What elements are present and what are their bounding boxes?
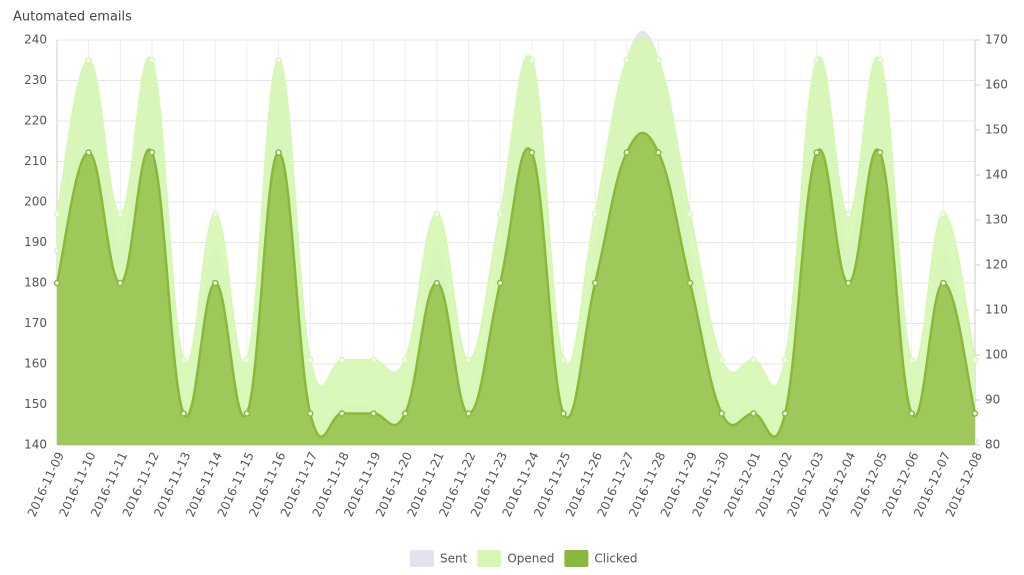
point — [433, 210, 441, 218]
line — [55, 131, 977, 438]
point — [528, 149, 536, 156]
point — [212, 210, 219, 218]
point — [401, 410, 409, 417]
point — [591, 279, 599, 287]
point — [971, 356, 979, 364]
point — [496, 279, 504, 287]
point — [496, 210, 504, 218]
y-tick-label: 190 — [24, 235, 47, 249]
point — [433, 279, 441, 287]
y-tick-label: 230 — [24, 73, 47, 87]
point — [338, 356, 346, 364]
point — [718, 410, 726, 417]
point — [623, 149, 631, 156]
point — [117, 210, 124, 218]
point — [85, 149, 92, 156]
point — [655, 149, 662, 156]
y2-tick-label: 90 — [985, 393, 1000, 407]
line — [56, 36, 976, 388]
point — [876, 149, 884, 156]
y2-tick-label: 160 — [985, 78, 1008, 92]
point — [148, 57, 156, 64]
point — [53, 279, 61, 287]
y2-tick-label: 100 — [985, 348, 1008, 362]
point — [908, 356, 915, 364]
point — [243, 356, 251, 364]
point — [85, 57, 92, 64]
y2-tick-label: 150 — [985, 123, 1008, 137]
point — [53, 210, 61, 218]
point — [465, 410, 472, 417]
point — [275, 57, 282, 64]
point — [781, 410, 789, 417]
point — [908, 410, 915, 417]
point — [750, 410, 757, 417]
y-tick-label: 170 — [24, 316, 47, 330]
point — [117, 279, 124, 287]
point — [306, 356, 314, 364]
point — [243, 410, 251, 417]
point — [971, 410, 979, 417]
point — [465, 356, 472, 364]
point — [275, 149, 282, 156]
point — [655, 57, 662, 64]
legend-swatch — [410, 550, 434, 567]
y-tick-label: 210 — [24, 154, 47, 168]
point — [212, 279, 219, 287]
point — [528, 57, 536, 64]
point — [813, 57, 820, 64]
area — [57, 132, 975, 446]
legend-label: Sent — [440, 552, 468, 566]
y-tick-label: 220 — [24, 114, 47, 128]
point — [845, 210, 852, 218]
point — [686, 279, 694, 287]
point — [180, 410, 187, 417]
y-tick-label: 150 — [24, 397, 47, 411]
point — [940, 210, 947, 218]
legend-swatch — [477, 550, 502, 567]
y-tick-label: 140 — [24, 438, 47, 452]
point — [338, 410, 346, 417]
point — [623, 57, 631, 64]
legend-swatch — [564, 550, 589, 567]
y2-tick-label: 130 — [985, 213, 1008, 227]
point — [560, 410, 567, 417]
y-tick-label: 180 — [24, 276, 47, 290]
y2-tick-label: 170 — [985, 33, 1008, 47]
legend-label: Opened — [507, 552, 554, 566]
y-tick-label: 160 — [24, 357, 47, 371]
point — [560, 356, 567, 364]
point — [401, 356, 409, 364]
point — [180, 356, 187, 364]
legend-label: Clicked — [594, 552, 637, 566]
point — [718, 356, 726, 364]
y-tick-label: 240 — [24, 33, 47, 47]
y2-tick-label: 80 — [985, 438, 1000, 452]
point — [370, 356, 377, 364]
y2-tick-label: 140 — [985, 168, 1008, 182]
point — [813, 149, 820, 156]
point — [876, 57, 884, 64]
point — [591, 210, 599, 218]
y2-tick-label: 120 — [985, 258, 1008, 272]
point — [370, 410, 377, 417]
chart-title: Automated emails — [13, 10, 132, 25]
point — [781, 356, 789, 364]
point — [940, 279, 947, 287]
point — [306, 410, 314, 417]
point — [750, 356, 757, 364]
y2-tick-label: 110 — [985, 303, 1008, 317]
point — [148, 149, 156, 156]
point — [686, 210, 694, 218]
y-tick-label: 200 — [24, 195, 47, 209]
point — [845, 279, 852, 287]
